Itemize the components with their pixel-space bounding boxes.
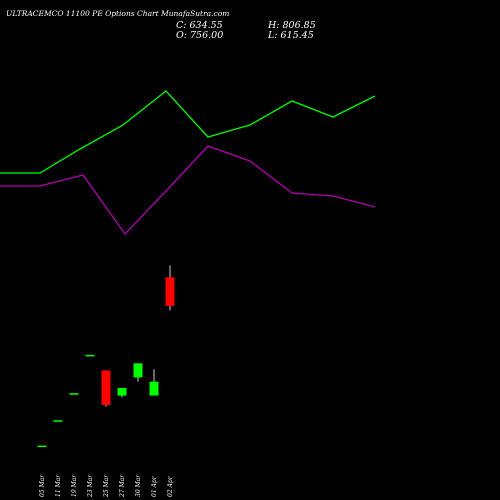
close-value: C: 634.55 bbox=[176, 20, 223, 31]
candle-02-apr bbox=[165, 265, 175, 311]
x-tick-label: 01 Apr bbox=[151, 475, 158, 497]
x-tick-label: 23 Mar bbox=[87, 474, 94, 498]
x-axis: 05 Mar 11 Mar 19 Mar 23 Mar 25 Mar 27 Mar 30 M… bbox=[39, 474, 174, 498]
candle-body bbox=[133, 363, 143, 378]
indicator-line-1 bbox=[0, 90, 376, 174]
low-value: L: 615.45 bbox=[268, 30, 314, 41]
x-tick-label: 02 Apr bbox=[167, 475, 174, 497]
chart-title: ULTRACEMCO 11100 PE Options Chart Munafa… bbox=[6, 9, 230, 18]
x-tick-label: 25 Mar bbox=[103, 474, 110, 498]
x-tick-label: 05 Mar bbox=[39, 474, 46, 497]
high-value: H: 806.85 bbox=[268, 20, 316, 31]
x-tick-label: 27 Mar bbox=[119, 474, 126, 498]
indicator-lines bbox=[0, 90, 376, 236]
candles bbox=[37, 265, 175, 448]
x-tick-label: 30 Mar bbox=[135, 474, 142, 497]
candle-body bbox=[117, 388, 127, 396]
candle-body bbox=[37, 445, 47, 448]
candle-27-mar bbox=[117, 388, 127, 398]
candle-30-mar bbox=[133, 363, 143, 382]
open-value: O: 756.00 bbox=[176, 30, 224, 41]
candle-body bbox=[149, 381, 159, 396]
candle-body bbox=[69, 393, 79, 395]
candle-body bbox=[165, 277, 175, 306]
candle-05-mar bbox=[37, 445, 47, 448]
indicator-line-2 bbox=[0, 145, 376, 236]
candle-body bbox=[85, 354, 95, 357]
candle-19-mar bbox=[69, 393, 79, 395]
x-tick-label: 11 Mar bbox=[55, 474, 62, 497]
candle-25-mar bbox=[101, 370, 111, 407]
candle-body bbox=[53, 420, 63, 422]
candle-23-mar bbox=[85, 354, 95, 357]
candle-01-apr bbox=[149, 369, 159, 396]
candle-body bbox=[101, 370, 111, 405]
x-tick-label: 19 Mar bbox=[71, 474, 78, 497]
candle-11-mar bbox=[53, 420, 63, 422]
